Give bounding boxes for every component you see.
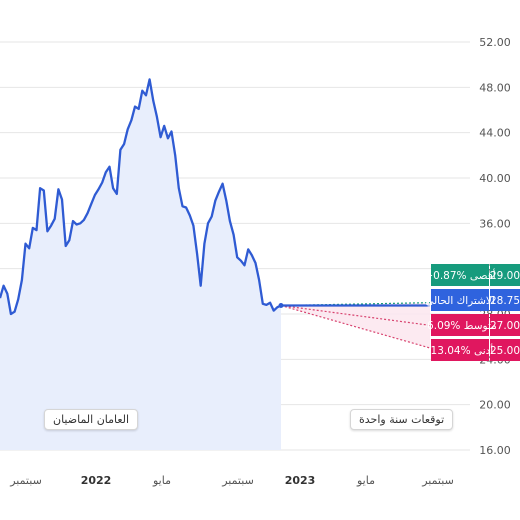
forecast-range-fill: [281, 302, 430, 348]
y-tick-label: 40.00: [479, 172, 511, 185]
history-period-label: العامان الماضيان: [44, 409, 139, 430]
y-tick-label: 20.00: [479, 399, 511, 412]
badge-label-bg: [431, 264, 489, 286]
y-axis: 52.0048.0044.0040.0036.0032.0028.0024.00…: [479, 36, 511, 457]
y-tick-label: 16.00: [479, 444, 511, 457]
badge-label-bg: [431, 314, 489, 336]
y-tick-label: 44.00: [479, 127, 511, 140]
badge-value: 29.00: [490, 270, 520, 282]
badge-value: 28.75: [490, 295, 520, 307]
history-line: [0, 78, 282, 316]
badge-value-bg: [490, 264, 520, 286]
badge-label: -6.09% متوسط: [423, 320, 496, 332]
x-tick-label: 2023: [285, 474, 316, 487]
history-area: [0, 79, 281, 451]
x-tick-label: 2022: [81, 474, 112, 487]
history-area-fill: [0, 79, 281, 451]
forecast-cone: [278, 302, 431, 349]
badge-value-bg: [490, 339, 520, 361]
badge-label-bg: [431, 289, 489, 311]
y-tick-label: 48.00: [479, 81, 511, 94]
y-tick-label: 52.00: [479, 36, 511, 49]
badge-value-bg: [490, 289, 520, 311]
x-tick-label: مايو: [152, 474, 171, 487]
badge-value-bg: [490, 314, 520, 336]
forecast-average-line: [280, 304, 431, 326]
badge-value: 27.00: [490, 320, 520, 332]
badge-label: -13.04% أدنى: [427, 343, 494, 357]
x-tick-label: سبتمبر: [221, 474, 254, 487]
x-tick-label: سبتمبر: [9, 474, 42, 487]
forecast-low-line: [280, 304, 431, 349]
badge-label: الاشتراك الحالي: [425, 295, 495, 307]
y-tick-label: 36.00: [479, 217, 511, 230]
badge-label: +0.87% أقصى: [424, 268, 495, 282]
x-tick-label: سبتمبر: [421, 474, 454, 487]
forecast-period-label: توقعات سنة واحدة: [350, 409, 454, 430]
badge-value: 25.00: [490, 345, 520, 357]
badge-label-bg: [431, 339, 489, 361]
x-axis: سبتمبر 2022 مايو سبتمبر 2023 مايو سبتمبر: [9, 474, 454, 487]
history-price-line: [0, 78, 282, 316]
x-tick-label: مايو: [356, 474, 375, 487]
